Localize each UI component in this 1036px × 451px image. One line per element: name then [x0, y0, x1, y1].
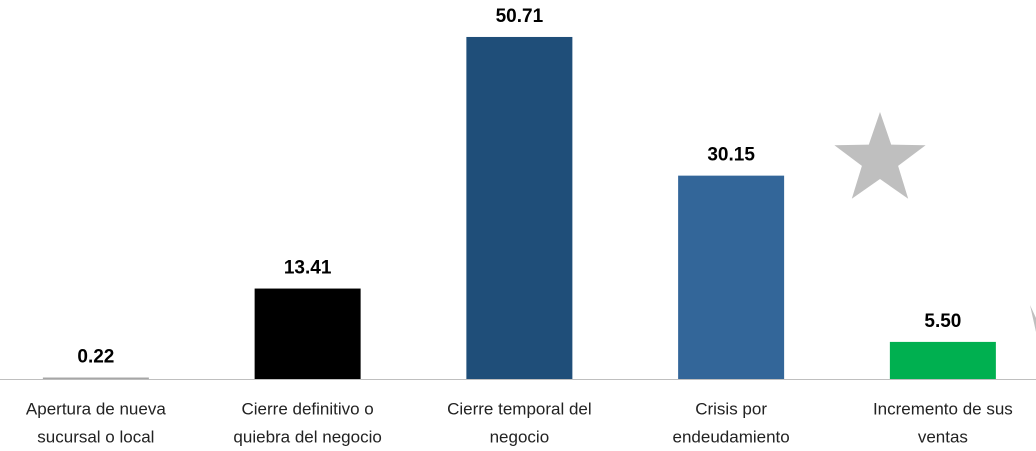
x-tick-label: Incremento de sus: [873, 399, 1013, 418]
bar: [466, 36, 573, 379]
bar: [889, 341, 996, 379]
x-tick-label: endeudamiento: [673, 427, 790, 446]
x-tick-label: Cierre temporal del: [447, 399, 592, 418]
x-tick-label: Cierre definitivo o: [241, 399, 373, 418]
star-decoration: [834, 112, 926, 199]
x-tick-label: sucursal o local: [37, 427, 154, 446]
value-label: 5.50: [924, 311, 961, 332]
x-tick-label: ventas: [918, 427, 968, 446]
star-decoration-partial: [1030, 305, 1036, 332]
value-label: 13.41: [284, 258, 332, 279]
bar: [42, 377, 149, 380]
x-tick-label: Crisis por: [695, 399, 767, 418]
value-label: 0.22: [77, 347, 114, 368]
x-tick-label: Apertura de nueva: [26, 399, 166, 418]
value-label: 50.71: [496, 6, 544, 27]
bar: [254, 288, 361, 379]
value-label: 30.15: [707, 145, 755, 166]
x-tick-label: negocio: [490, 427, 550, 446]
bar: [678, 175, 785, 379]
x-tick-label: quiebra del negocio: [233, 427, 381, 446]
